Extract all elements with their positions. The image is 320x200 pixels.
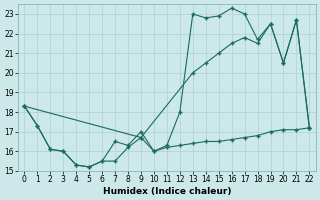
- X-axis label: Humidex (Indice chaleur): Humidex (Indice chaleur): [103, 187, 231, 196]
